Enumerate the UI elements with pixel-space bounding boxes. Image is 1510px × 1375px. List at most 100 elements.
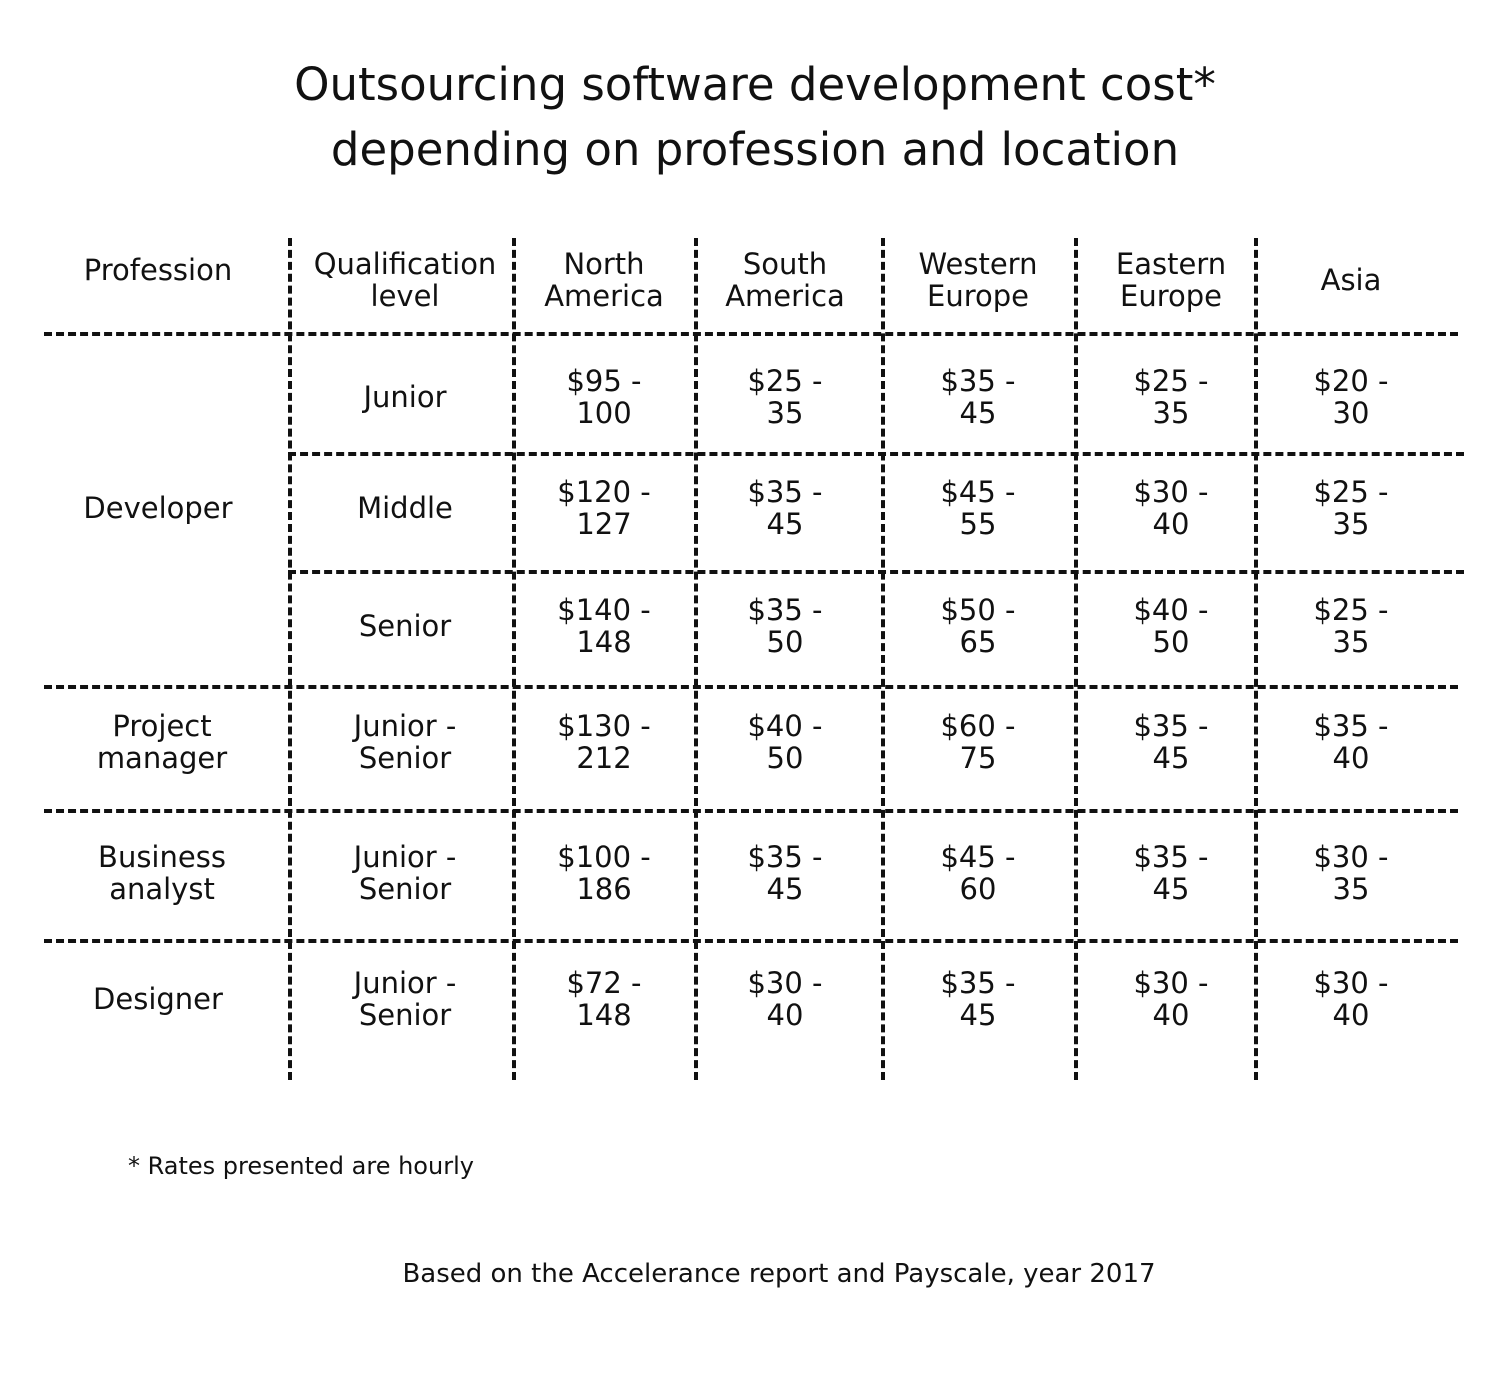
rate-cell: $60 -75 [888, 692, 1068, 792]
row-divider [44, 685, 1458, 689]
row-divider [288, 570, 1464, 574]
page-title: Outsourcing software development cost* d… [0, 52, 1510, 182]
rate-cell: $30 -40 [1261, 949, 1441, 1049]
rate-cell-line: $25 - [747, 364, 823, 398]
rate-cell: $35 -45 [695, 823, 875, 923]
rate-cell-line: 40 [766, 998, 804, 1032]
title-line-2: depending on profession and location [330, 123, 1180, 176]
rate-cell-line: 212 [576, 741, 632, 775]
rate-cell-line: 148 [576, 998, 632, 1032]
rate-cell-line: 100 [576, 396, 632, 430]
column-divider [1074, 238, 1078, 1080]
qualification-cell-line: Senior [358, 998, 452, 1032]
header-profession: Profession [43, 220, 273, 320]
profession-project-manager-line: manager [96, 741, 228, 775]
rate-cell-line: 35 [1332, 625, 1370, 659]
rate-cell-line: 50 [766, 741, 804, 775]
column-divider [694, 238, 698, 1080]
rate-cell-line: $30 - [1313, 840, 1389, 874]
header-south-america-line: America [725, 279, 845, 313]
rate-cell-line: $35 - [940, 364, 1016, 398]
profession-designer: Designer [43, 949, 273, 1049]
header-western-europe-line: Western [918, 247, 1038, 281]
column-divider [512, 238, 516, 1080]
rate-cell-line: 40 [1332, 998, 1370, 1032]
profession-developer: Developer [43, 458, 273, 558]
rate-cell-line: $20 - [1313, 364, 1389, 398]
header-eastern-europe: Eastern Europe [1081, 230, 1261, 330]
header-qualification-line: Qualification [313, 247, 497, 281]
row-divider [288, 452, 1464, 456]
rate-cell-line: 45 [959, 396, 997, 430]
rate-cell-line: $30 - [747, 966, 823, 1000]
qualification-cell-line: Junior - [353, 966, 457, 1000]
rate-cell: $35 -45 [1081, 823, 1261, 923]
rate-cell: $25 -35 [1081, 347, 1261, 447]
rate-cell: $130 -212 [514, 692, 694, 792]
row-divider [44, 332, 1458, 336]
rate-cell-line: $35 - [1133, 709, 1209, 743]
header-north-america: North America [514, 230, 694, 330]
rate-cell: $95 -100 [514, 347, 694, 447]
rate-cell-line: 40 [1152, 507, 1190, 541]
rate-cell: $45 -60 [888, 823, 1068, 923]
rate-cell-line: 127 [576, 507, 632, 541]
rate-cell-line: $60 - [940, 709, 1016, 743]
rate-cell-line: 35 [766, 396, 804, 430]
rate-cell: $40 -50 [695, 692, 875, 792]
rate-cell: $140 -148 [514, 576, 694, 676]
rate-cell: $40 -50 [1081, 576, 1261, 676]
column-divider [1254, 238, 1258, 1080]
qualification-cell: Junior - Senior [295, 692, 515, 792]
rate-cell-line: 35 [1332, 872, 1370, 906]
rate-cell-line: $50 - [940, 593, 1016, 627]
profession-business-analyst: Business analyst [47, 823, 277, 923]
rate-cell-line: 75 [959, 741, 997, 775]
rate-cell-line: $130 - [557, 709, 651, 743]
rate-cell-line: $25 - [1133, 364, 1209, 398]
rate-cell-line: 186 [576, 872, 632, 906]
rate-cell-line: $30 - [1133, 475, 1209, 509]
rate-cell-line: 35 [1332, 507, 1370, 541]
rate-cell-line: $35 - [1313, 709, 1389, 743]
rate-cell-line: $45 - [940, 475, 1016, 509]
rate-cell-line: 45 [766, 507, 804, 541]
rate-cell: $30 -40 [1081, 458, 1261, 558]
header-north-america-line: North [563, 247, 645, 281]
rate-cell: $25 -35 [1261, 458, 1441, 558]
rate-cell-line: $120 - [557, 475, 651, 509]
qualification-cell-line: Senior [358, 609, 452, 643]
rate-cell-line: $30 - [1133, 966, 1209, 1000]
row-divider [44, 809, 1458, 813]
rate-cell-line: 65 [959, 625, 997, 659]
rate-cell: $72 -148 [514, 949, 694, 1049]
rate-cell: $35 -45 [888, 949, 1068, 1049]
rate-cell-line: $40 - [747, 709, 823, 743]
rate-cell-line: $140 - [557, 593, 651, 627]
header-profession-line: Profession [83, 253, 233, 287]
qualification-cell-line: Middle [357, 491, 453, 525]
header-eastern-europe-line: Eastern [1115, 247, 1227, 281]
header-asia-line: Asia [1320, 263, 1382, 297]
rate-cell-line: $95 - [566, 364, 642, 398]
rate-cell: $100 -186 [514, 823, 694, 923]
rate-cell: $35 -45 [888, 347, 1068, 447]
rate-cell-line: $72 - [566, 966, 642, 1000]
rate-cell-line: $40 - [1133, 593, 1209, 627]
rate-cell-line: 30 [1332, 396, 1370, 430]
row-divider [44, 939, 1458, 943]
rate-cell-line: $35 - [747, 840, 823, 874]
rate-cell-line: 40 [1332, 741, 1370, 775]
header-qualification-line: level [370, 279, 440, 313]
rate-cell: $35 -45 [695, 458, 875, 558]
footnote: * Rates presented are hourly [128, 1152, 474, 1180]
rate-cell: $45 -55 [888, 458, 1068, 558]
profession-business-analyst-line: Business [98, 840, 226, 874]
qualification-cell: Middle [295, 458, 515, 558]
rate-cell-line: 45 [959, 998, 997, 1032]
rate-cell: $50 -65 [888, 576, 1068, 676]
rate-cell-line: 45 [1152, 741, 1190, 775]
rate-cell-line: 45 [1152, 872, 1190, 906]
rate-cell-line: 45 [766, 872, 804, 906]
